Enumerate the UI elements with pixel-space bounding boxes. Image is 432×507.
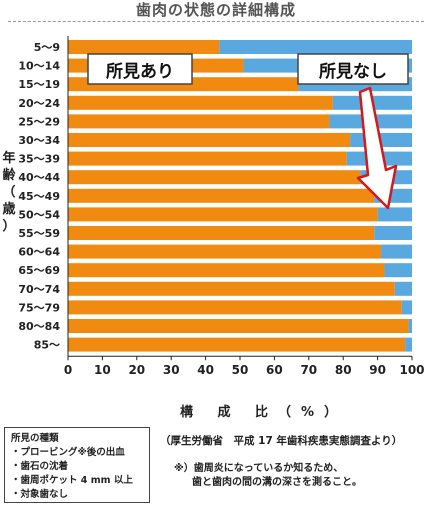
footnote-line: 歯と歯肉の間の溝の深さを測ること。	[192, 477, 362, 488]
bar-findings-yes	[68, 151, 347, 166]
y-tick-label: 35～39	[18, 153, 60, 166]
findings-item: ・プロービング※後の出血	[11, 447, 125, 458]
bar-findings-yes	[68, 337, 406, 352]
bar-findings-no	[401, 300, 412, 315]
findings-item: ・歯石の沈着	[11, 461, 69, 472]
bar-findings-no	[377, 207, 412, 222]
y-tick-label: 85～	[34, 339, 60, 352]
y-tick-label: 25～29	[18, 115, 60, 128]
x-tick-label: 100	[399, 363, 424, 377]
bar-findings-yes	[68, 319, 409, 333]
y-tick-label: 15～19	[18, 78, 60, 91]
y-tick-label: 5～9	[34, 41, 60, 54]
series-label-yes-box	[87, 53, 193, 85]
footnote: ※）歯周炎になっているか知るため、 歯と歯肉の間の溝の深さを測ること。	[174, 462, 424, 490]
x-tick-label: 90	[369, 363, 386, 377]
findings-item: ・対象歯なし	[11, 489, 69, 500]
y-tick-label: 75～79	[18, 301, 60, 314]
bar-findings-yes	[68, 300, 402, 315]
x-tick-label: 70	[300, 363, 317, 377]
bar-findings-yes	[68, 226, 375, 240]
x-tick-label: 20	[128, 363, 145, 377]
chart-title: 歯肉の状態の詳細構成	[135, 1, 296, 19]
y-tick-label: 40～44	[18, 171, 60, 184]
y-tick-label: 30～34	[18, 134, 60, 147]
bar-findings-yes	[68, 40, 220, 54]
y-tick-label: 65～69	[18, 264, 60, 277]
y-axis-label-char: 齢	[2, 168, 16, 183]
bar-findings-yes	[68, 95, 333, 110]
title-divider	[8, 21, 424, 22]
y-tick-label: 80～84	[18, 320, 60, 333]
series-label-no-box	[297, 53, 409, 85]
x-axis-label: 構 成 比（%）	[180, 405, 348, 420]
bar-findings-yes	[68, 281, 395, 296]
bar-findings-yes	[68, 188, 375, 203]
x-tick-label: 40	[197, 363, 214, 377]
y-tick-label: 70～74	[18, 283, 60, 296]
bar-findings-yes	[68, 133, 351, 147]
series-label-no: 所見なし	[319, 62, 387, 82]
bar-findings-no	[381, 244, 412, 259]
findings-item: ・歯周ポケット 4 mm 以上	[11, 475, 133, 486]
bar-findings-yes	[68, 170, 361, 185]
bar-findings-yes	[68, 114, 330, 129]
y-tick-label: 20～24	[18, 97, 60, 110]
bar-findings-yes	[68, 244, 382, 259]
trend-arrow-icon	[356, 86, 398, 210]
bar-findings-yes	[68, 207, 378, 222]
bar-findings-yes	[68, 263, 385, 278]
findings-box: 所見の種類 ・プロービング※後の出血 ・歯石の沈着 ・歯周ポケット 4 mm 以…	[4, 427, 150, 503]
x-tick-label: 30	[163, 363, 180, 377]
x-tick-label: 10	[94, 363, 111, 377]
y-axis-label-char: 歳	[2, 202, 16, 217]
y-axis-label-char: 年	[2, 151, 16, 166]
y-tick-label: 55～59	[18, 227, 60, 240]
y-axis-label-char: ）	[2, 219, 16, 234]
y-axis-label-char: （	[2, 185, 16, 200]
series-label-yes: 所見あり	[106, 62, 174, 82]
bar-findings-no	[394, 281, 412, 296]
bar-findings-no	[405, 337, 412, 352]
x-tick-label: 0	[64, 363, 72, 377]
x-tick-label: 80	[335, 363, 352, 377]
y-tick-label: 50～54	[18, 208, 60, 221]
source-note: （厚生労働省 平成 17 年歯科疾患実態調査より）	[160, 435, 403, 447]
x-tick-label: 60	[266, 363, 283, 377]
bar-findings-no	[219, 40, 412, 54]
y-tick-label: 45～49	[18, 190, 60, 203]
y-tick-label: 60～64	[18, 246, 60, 259]
bar-findings-no	[408, 319, 412, 333]
bar-findings-no	[374, 226, 412, 240]
x-tick-label: 50	[232, 363, 249, 377]
bar-findings-no	[384, 263, 412, 278]
bar-chart: 5～9 10～14 15～19 20～24 25～29 30～34 35～39 40～44 45…	[18, 36, 425, 377]
footnote-line: ※）歯周炎になっているか知るため、	[174, 463, 344, 474]
y-tick-label: 10～14	[18, 60, 60, 73]
findings-heading: 所見の種類	[11, 433, 59, 444]
y-axis-label: 年 齢 （ 歳 ）	[2, 150, 16, 235]
